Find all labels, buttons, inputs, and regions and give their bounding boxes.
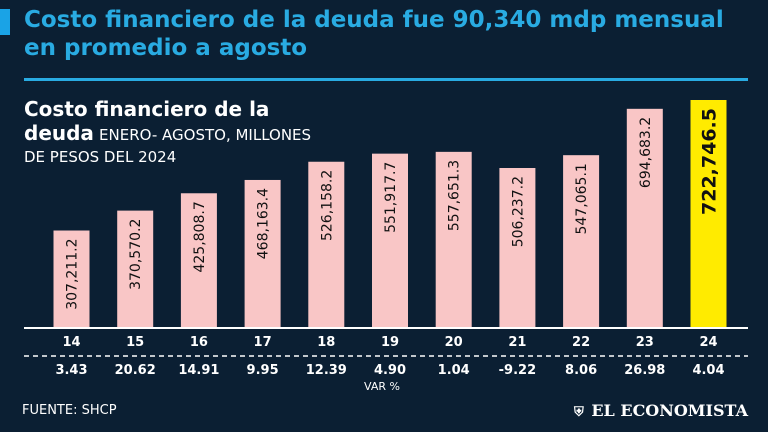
x-tick-label: 23: [636, 335, 654, 350]
var-value: 9.95: [247, 363, 279, 378]
var-value: -9.22: [499, 363, 536, 378]
var-value: 26.98: [624, 363, 665, 378]
chart-title-sub: ENERO- AGOSTO, MILLONES DE PESOS DEL 202…: [24, 126, 312, 166]
x-tick-label: 15: [126, 335, 144, 350]
bar-15: [117, 210, 154, 327]
var-value: 3.43: [55, 363, 87, 378]
bar-23: [626, 108, 663, 327]
x-tick-label: 21: [508, 335, 526, 350]
bar-value-label: 722,746.5: [698, 108, 720, 215]
headline-accent-bar: [0, 9, 10, 35]
bar-17: [244, 179, 281, 327]
bar-22: [563, 155, 600, 327]
bar-14: [53, 230, 90, 327]
bar-19: [372, 153, 408, 327]
var-value: 4.90: [374, 363, 406, 378]
x-tick-label: 19: [381, 335, 399, 350]
bar-value-label: 307,211.2: [65, 239, 81, 310]
x-tick-label: 20: [445, 335, 463, 350]
x-tick-label: 22: [572, 335, 590, 350]
bar-value-label: 506,237.2: [510, 176, 526, 247]
var-value: 14.91: [178, 363, 219, 378]
var-value: 20.62: [115, 363, 156, 378]
bar-value-label: 547,065.1: [574, 163, 590, 234]
bar-24: [690, 100, 727, 327]
x-tick-label: 16: [190, 335, 208, 350]
x-tick-label: 24: [699, 335, 717, 350]
bar-value-label: 425,808.7: [192, 201, 208, 272]
var-value: 1.04: [438, 363, 470, 378]
source-note: FUENTE: SHCP: [22, 403, 117, 418]
chart-title: Costo financiero de la deuda ENERO- AGOS…: [24, 98, 324, 168]
x-tick-label: 18: [317, 335, 335, 350]
bar-value-label: 694,683.2: [638, 117, 654, 188]
bar-value-label: 557,651.3: [447, 160, 463, 231]
bar-21: [499, 168, 536, 327]
var-value: 12.39: [306, 363, 347, 378]
x-tick-label: 14: [62, 335, 80, 350]
brand-logo: ⛨ EL ECONOMISTA: [574, 401, 748, 420]
bar-18: [308, 161, 345, 327]
headline-rule: [24, 78, 748, 81]
bar-16: [180, 193, 217, 327]
bar-value-label: 468,163.4: [256, 188, 272, 259]
var-value: 4.04: [692, 363, 724, 378]
bar-value-label: 551,917.7: [383, 162, 399, 233]
bar-value-label: 370,570.2: [128, 219, 144, 290]
bar-value-label: 526,158.2: [319, 170, 335, 241]
chart-title-main: Costo financiero de la deuda: [24, 97, 270, 145]
var-label: VAR %: [364, 380, 400, 393]
brand-name: EL ECONOMISTA: [591, 401, 748, 420]
bar-20: [435, 151, 472, 327]
x-tick-label: 17: [254, 335, 272, 350]
shield-icon: ⛨: [574, 405, 584, 420]
headline: Costo financiero de la deuda fue 90,340 …: [24, 7, 724, 61]
var-value: 8.06: [565, 363, 597, 378]
